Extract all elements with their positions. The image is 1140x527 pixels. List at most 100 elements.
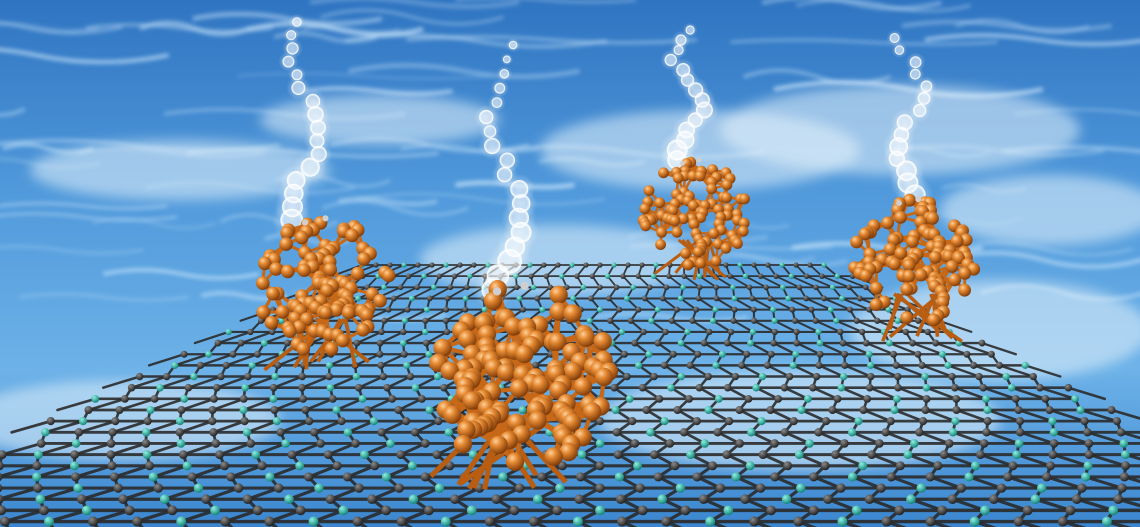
sheet-bond xyxy=(1123,453,1140,461)
carbon-atom xyxy=(692,472,702,482)
carbon-atom xyxy=(1048,450,1058,460)
carbon-atom xyxy=(979,439,989,448)
caustic-line xyxy=(743,69,892,85)
carbon-atom xyxy=(755,483,766,493)
sheet-bond xyxy=(380,419,408,434)
carbon-atom xyxy=(247,328,254,336)
sheet-bond xyxy=(178,419,214,434)
carbon-atom xyxy=(628,417,637,426)
carbon-atom xyxy=(665,439,675,448)
carbon-atom xyxy=(547,284,553,291)
sheet-bond xyxy=(925,386,958,401)
sheet-bond xyxy=(1116,497,1140,508)
carbon-atom xyxy=(915,428,924,437)
carbon-atom xyxy=(867,372,875,381)
gas-bubble xyxy=(499,69,510,79)
carbon-atom xyxy=(654,339,662,347)
carbon-atom xyxy=(809,383,817,392)
sheet-bond xyxy=(405,353,430,367)
copper-atom xyxy=(336,333,350,348)
carbon-atom xyxy=(404,306,411,313)
nitrogen-atom xyxy=(269,394,278,403)
sheet-bond xyxy=(163,486,201,501)
sheet-bond xyxy=(895,364,927,378)
carbon-atom xyxy=(925,472,935,482)
sheet-bond xyxy=(0,486,40,501)
carbon-atom xyxy=(274,361,282,369)
copper-atom xyxy=(928,250,942,264)
caustic-line xyxy=(301,25,401,34)
copper-atom xyxy=(329,303,344,317)
carbon-atom xyxy=(284,339,291,347)
copper-atom xyxy=(900,282,914,296)
carbon-atom xyxy=(735,406,744,414)
nitrogen-atom xyxy=(1083,461,1093,471)
carbon-atom xyxy=(793,328,800,336)
carbon-atom xyxy=(124,505,135,516)
cluster-leg xyxy=(915,293,937,337)
carbon-atom xyxy=(543,273,550,279)
copper-atom xyxy=(515,344,534,364)
sheet-bond xyxy=(985,430,1021,445)
sheet-bond xyxy=(726,341,748,356)
carbon-atom xyxy=(588,295,594,302)
sheet-bond xyxy=(792,364,818,378)
copper-atom xyxy=(593,332,612,351)
carbon-atom xyxy=(780,428,790,437)
carbon-atom xyxy=(894,383,902,392)
sheet-bond xyxy=(761,453,790,468)
carbon-atom xyxy=(735,439,744,448)
carbon-atom xyxy=(789,306,796,313)
carbon-atom xyxy=(918,417,928,426)
nitrogen-atom xyxy=(712,361,720,369)
sheet-bond xyxy=(180,397,216,412)
carbon-atom xyxy=(713,295,720,302)
carbon-atom xyxy=(713,284,720,291)
nitrogen-atom xyxy=(386,439,395,448)
carbon-atom xyxy=(770,472,780,482)
nitrogen-atom xyxy=(142,450,152,460)
carbon-atom xyxy=(351,439,360,448)
sheet-bond xyxy=(811,386,839,401)
carbon-atom xyxy=(406,372,415,381)
sheet-bond xyxy=(836,275,867,289)
carbon-atom xyxy=(822,417,831,426)
cluster-leg xyxy=(343,318,358,368)
nitrogen-atom xyxy=(431,284,437,291)
sheet-bond xyxy=(928,475,963,490)
carbon-atom xyxy=(352,516,363,527)
carbon-atom xyxy=(180,350,188,358)
carbon-atom xyxy=(828,406,837,414)
carbon-atom xyxy=(689,317,696,324)
sheet-bond xyxy=(911,341,944,356)
nitrogen-atom xyxy=(595,439,605,448)
nitrogen-atom xyxy=(611,262,617,268)
sheet-bond xyxy=(413,419,440,434)
gas-bubble xyxy=(494,82,506,94)
carbon-atom xyxy=(462,306,469,313)
carbon-atom xyxy=(840,439,849,448)
caustic-line xyxy=(348,63,580,79)
sheet-bond xyxy=(823,297,851,311)
carbon-atom xyxy=(952,394,961,403)
nitrogen-atom xyxy=(847,472,858,482)
sheet-bond xyxy=(290,442,323,457)
carbon-atom xyxy=(74,428,84,437)
nitrogen-atom xyxy=(242,428,252,437)
carbon-atom xyxy=(881,516,892,527)
carbon-atom xyxy=(704,372,713,381)
carbon-atom xyxy=(33,483,43,493)
sheet-bond xyxy=(423,264,447,278)
carbon-atom xyxy=(402,417,411,426)
sheet-bond xyxy=(204,486,241,501)
carbon-atom xyxy=(201,494,211,505)
nitrogen-atom xyxy=(193,483,204,493)
nitrogen-atom xyxy=(251,450,261,460)
sheet-bond xyxy=(783,430,811,445)
carbon-atom xyxy=(153,483,164,493)
sheet-bond xyxy=(797,453,827,468)
nitrogen-atom xyxy=(281,439,290,448)
carbon-atom xyxy=(295,505,306,516)
carbon-atom xyxy=(650,372,658,381)
sheet-bond xyxy=(843,364,872,378)
